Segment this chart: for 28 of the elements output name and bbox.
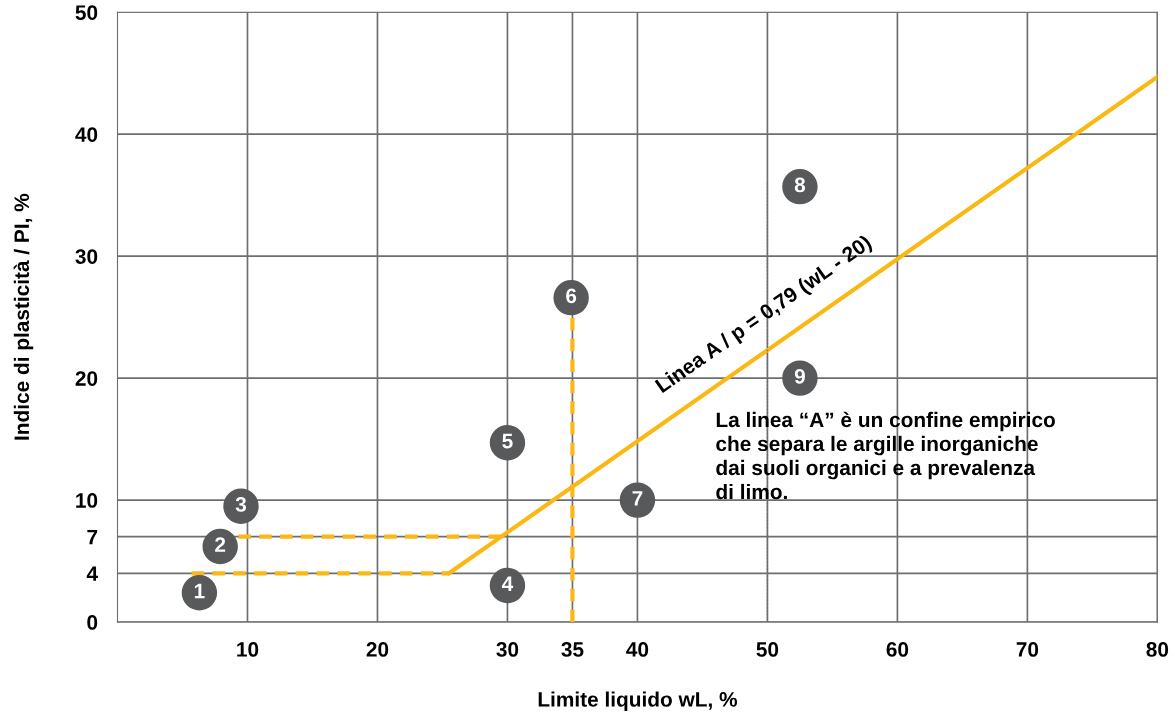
- annotation: 3: [235, 497, 247, 512]
- x-axis-title: Limite liquido wL, %: [538, 691, 738, 711]
- x-tick-label: 10: [237, 642, 259, 657]
- x-tick-label: 80: [1146, 642, 1169, 657]
- annotation: 4: [501, 576, 514, 591]
- x-tick-label: 50: [756, 642, 779, 657]
- annotation: 9: [794, 368, 805, 384]
- x-tick-label: 30: [496, 642, 519, 657]
- y-tick-label: 10: [76, 493, 98, 508]
- y-tick-label: 4: [86, 566, 98, 581]
- y-tick-label: 0: [87, 615, 98, 630]
- y-tick-label: 50: [75, 5, 98, 20]
- annotation: 2: [215, 537, 226, 552]
- annotation: 6: [566, 288, 577, 304]
- y-tick-label: 30: [75, 249, 98, 264]
- annotation: 7: [632, 491, 643, 506]
- x-tick-label: 60: [886, 642, 909, 657]
- y-axis-title: Indice di plasticità / PI, %: [13, 193, 34, 440]
- y-tick-label: 40: [75, 127, 98, 142]
- y-tick-label: 7: [87, 529, 98, 545]
- x-tick-label: 20: [366, 642, 389, 657]
- x-tick-label: 40: [626, 642, 649, 657]
- annotation: 8: [794, 177, 806, 193]
- x-tick-label: 35: [561, 642, 584, 657]
- annotation: 5: [502, 433, 513, 449]
- y-tick-label: 20: [75, 371, 98, 386]
- x-tick-label: 70: [1016, 642, 1039, 657]
- annotation: 1: [194, 583, 205, 599]
